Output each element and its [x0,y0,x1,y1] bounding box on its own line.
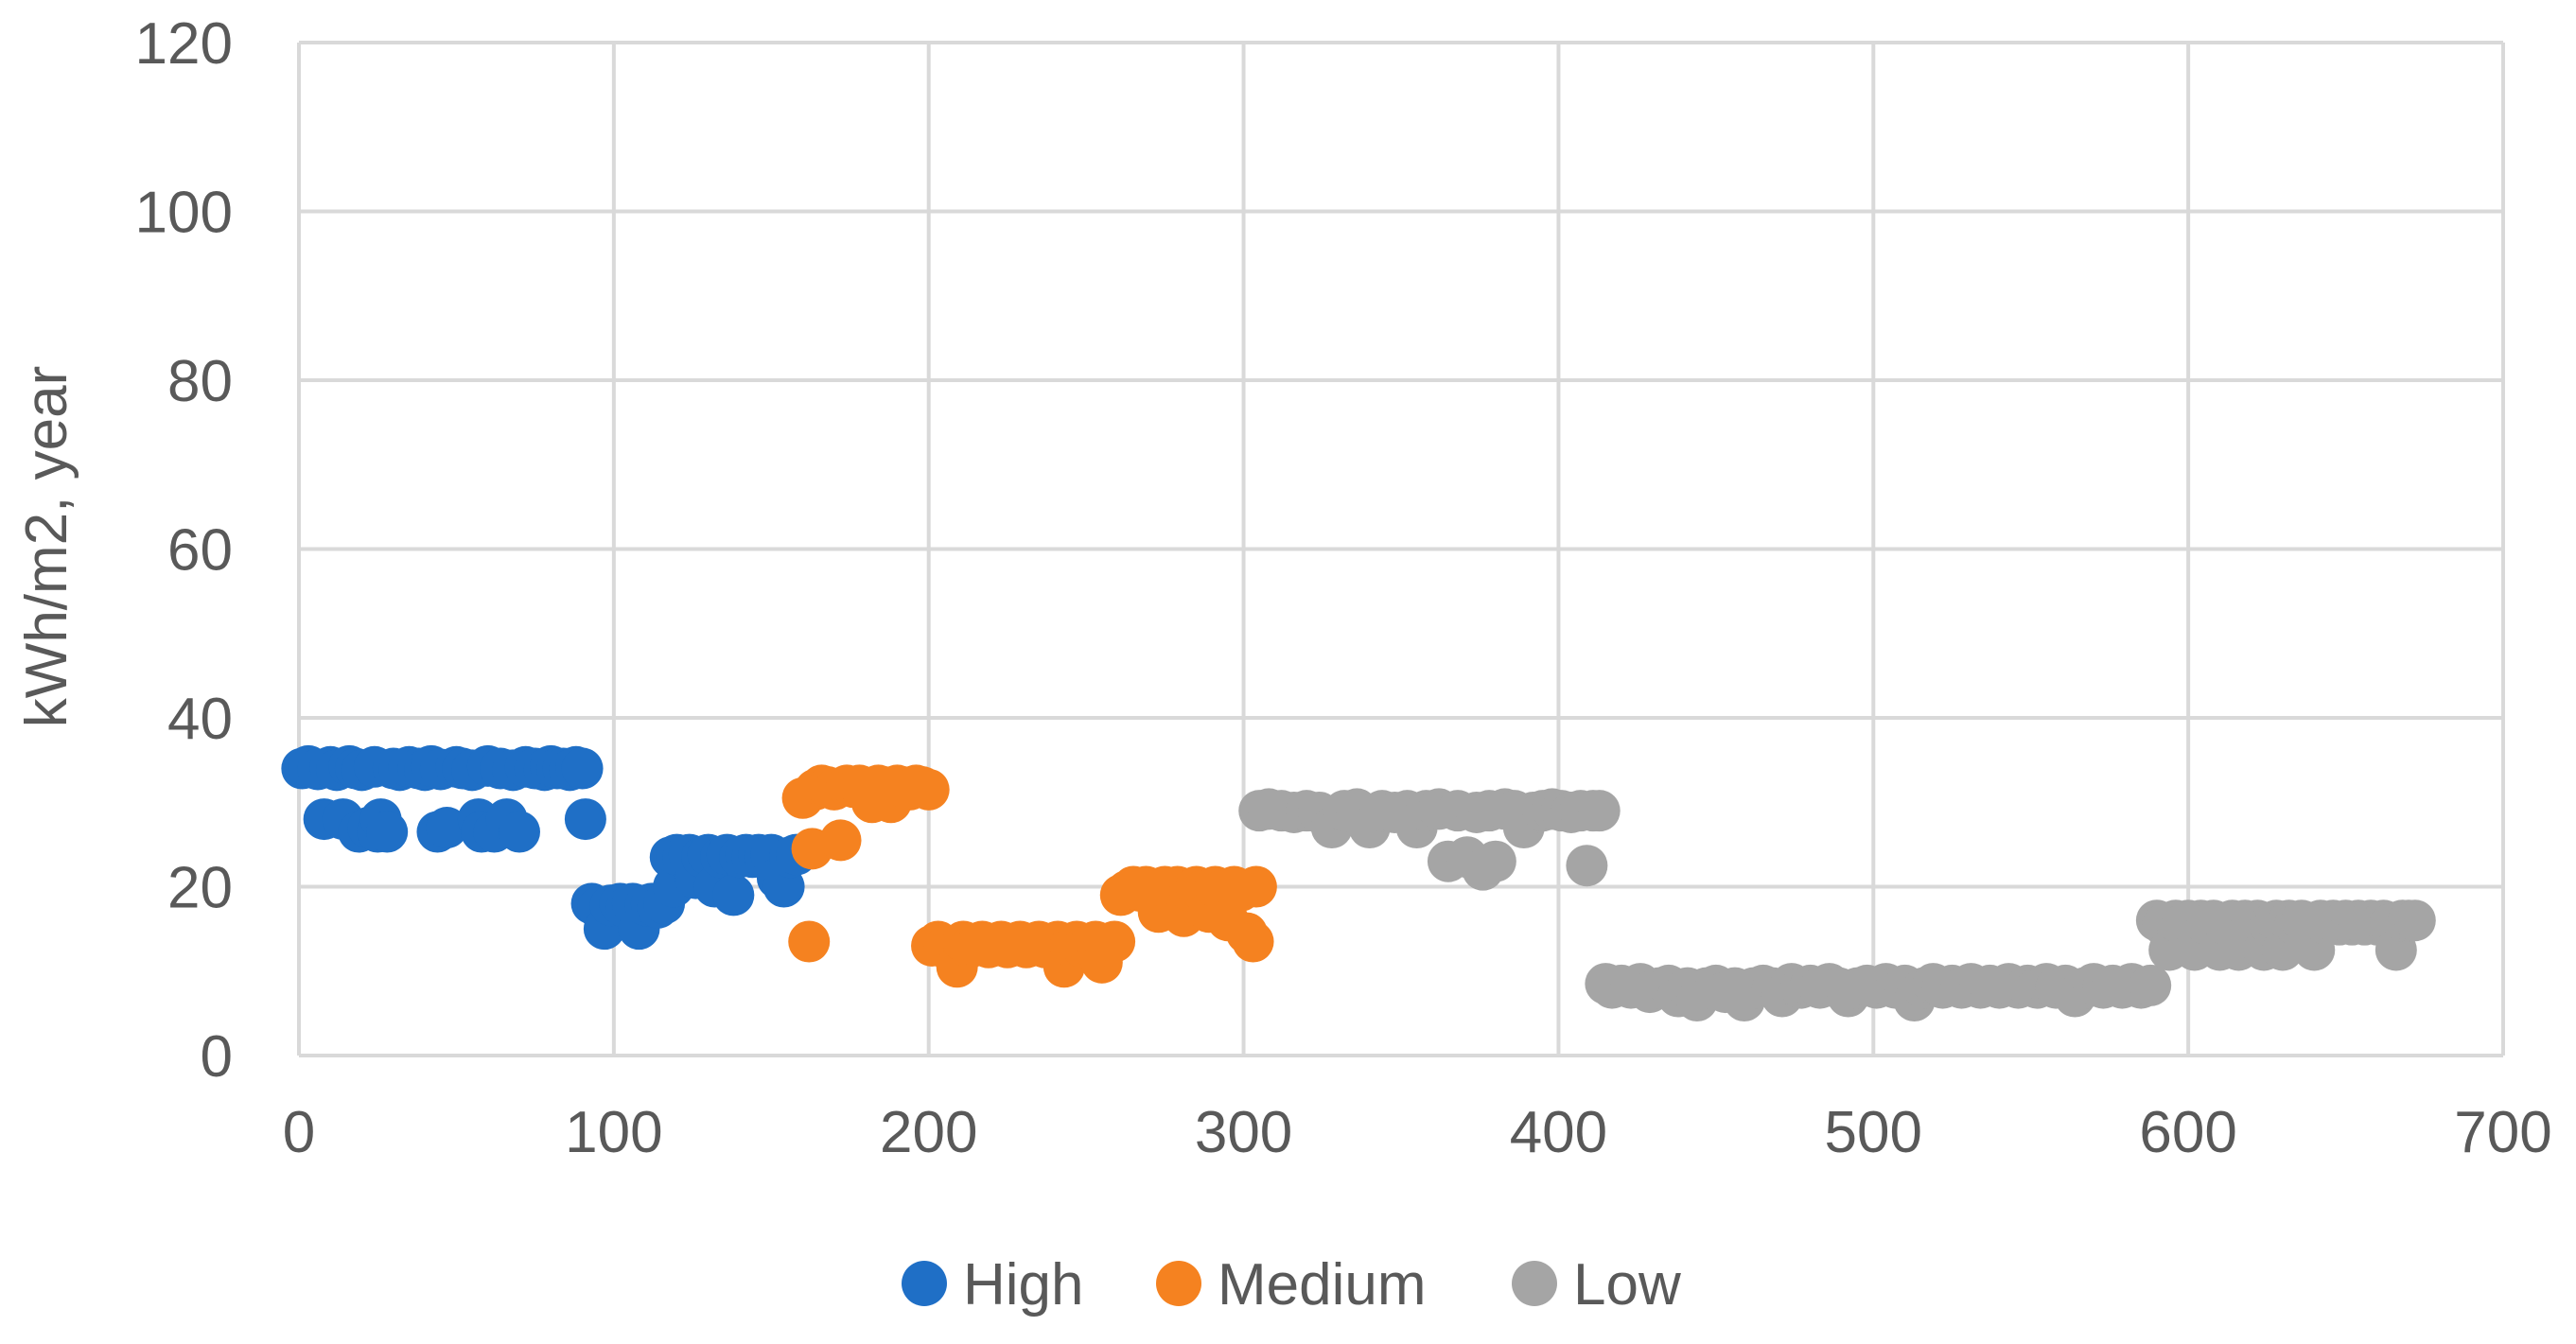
x-tick-label: 500 [1825,1100,1922,1165]
x-tick-label: 100 [565,1100,662,1165]
legend-item-high[interactable]: High [902,1252,1084,1318]
data-point-medium [788,920,831,963]
axes: 0 20 40 60 80 100 120 0 100 200 300 400 500 600 700 [135,11,2552,1165]
data-point-low [1578,790,1621,832]
data-point-low [2393,899,2436,942]
data-point-medium [1094,920,1136,963]
y-tick-label: 120 [135,11,233,77]
data-point-low [2129,964,2172,1006]
legend-marker [902,1261,947,1306]
data-point-low [1474,840,1516,882]
legend-label: Low [1573,1252,1681,1318]
data-point-medium [1232,920,1274,963]
y-tick-label: 100 [135,181,233,246]
legend-item-medium[interactable]: Medium [1156,1252,1427,1318]
data-point-medium [1235,865,1277,908]
legend[interactable]: High Medium Low [902,1252,1681,1318]
data-point-high [561,747,604,790]
data-point-high [564,798,606,841]
y-axis-label: kWh/m2, year [14,366,79,727]
y-tick-label: 80 [167,349,233,414]
x-tick-label: 300 [1195,1100,1292,1165]
data-points [281,744,2436,1021]
y-tick-label: 60 [167,518,233,584]
legend-marker [1512,1261,1557,1306]
x-tick-label: 400 [1510,1100,1607,1165]
data-point-high [499,811,540,853]
data-point-high [712,874,755,916]
legend-label: Medium [1218,1252,1427,1318]
legend-marker [1156,1261,1201,1306]
legend-item-low[interactable]: Low [1512,1252,1681,1318]
legend-label: High [963,1252,1084,1318]
data-point-medium [819,819,862,862]
x-tick-label: 0 [283,1100,315,1165]
x-tick-label: 600 [2139,1100,2236,1165]
data-point-medium [907,768,950,811]
gridlines [297,41,2505,1057]
y-tick-label: 40 [167,687,233,752]
y-tick-label: 20 [167,856,233,921]
data-point-low [1566,845,1608,887]
data-point-high [426,807,468,849]
y-tick-label: 0 [201,1024,233,1090]
data-point-high [366,811,409,853]
x-tick-label: 200 [880,1100,977,1165]
x-tick-label: 700 [2454,1100,2551,1165]
